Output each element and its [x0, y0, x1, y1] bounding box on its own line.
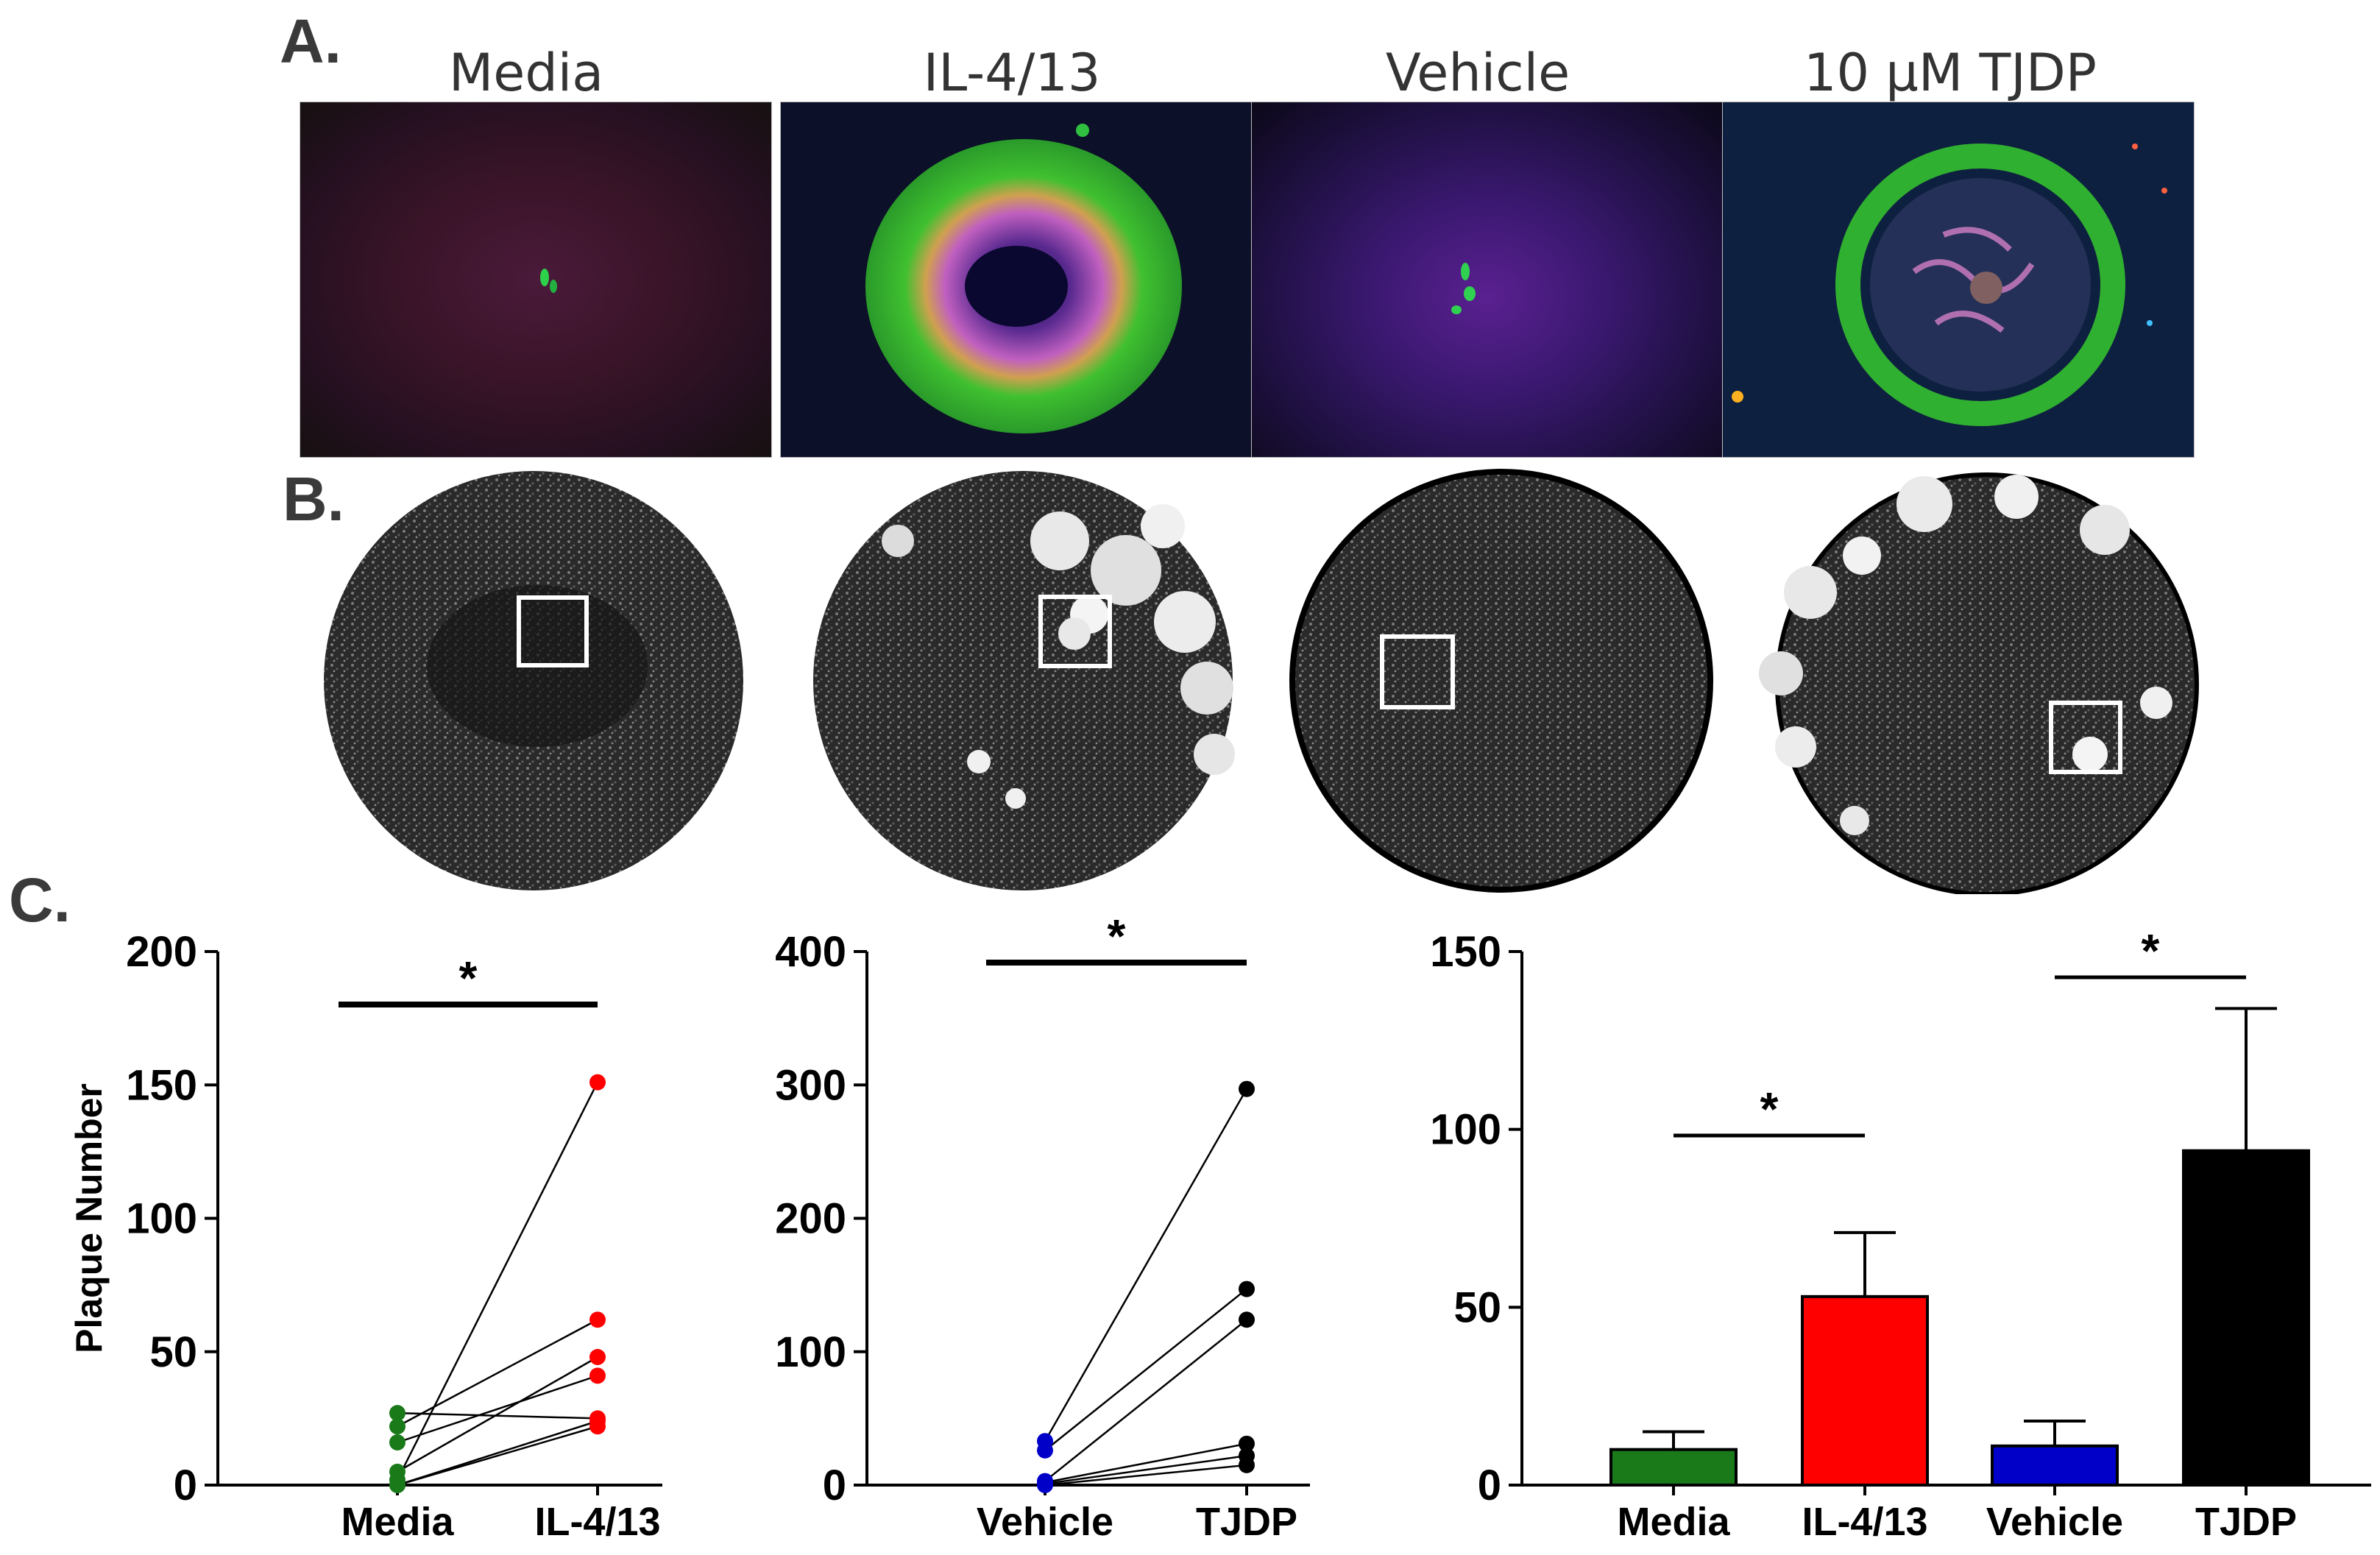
micrograph-il413: [780, 102, 1253, 458]
y-tick-label: 50: [1453, 1283, 1501, 1331]
y-tick-label: 100: [1430, 1106, 1501, 1154]
bar-vehicle: [1991, 1444, 2119, 1487]
significance-star: *: [1108, 910, 1126, 963]
well-il413: [813, 471, 1235, 890]
y-tick-label: 100: [126, 1195, 197, 1243]
well-images: [324, 469, 2199, 894]
data-point-vehicle: [1037, 1442, 1053, 1459]
x-tick-label: TJDP: [2195, 1500, 2297, 1544]
data-point-tjdp: [1239, 1080, 1255, 1097]
pair-line: [1044, 1319, 1247, 1482]
condition-title-media: Media: [448, 43, 604, 103]
y-tick-label: 50: [149, 1328, 197, 1376]
pair-line: [1044, 1442, 1247, 1484]
data-point-media: [389, 1434, 405, 1450]
panel-label-b: B.: [283, 464, 344, 534]
panel-label-a: A.: [280, 7, 341, 76]
data-point-tjdp: [1239, 1435, 1255, 1452]
well-tjdp: [1759, 472, 2199, 894]
y-tick-label: 0: [1478, 1462, 1501, 1509]
well-media: [324, 471, 743, 890]
data-point-il413: [589, 1418, 606, 1435]
well-vehicle: [1289, 469, 1713, 893]
x-tick-label: Media: [1617, 1500, 1730, 1544]
y-axis-label: Plaque Number: [68, 1083, 110, 1353]
plaque-charts: 0 50 100 150 200 Media IL-4/13 Plaque Number * 0 1…: [68, 910, 2371, 1544]
pair-line: [1044, 1288, 1247, 1451]
condition-title-vehicle: Vehicle: [1385, 43, 1570, 103]
data-point-tjdp: [1239, 1281, 1255, 1297]
micrograph-tjdp: [1722, 102, 2195, 458]
x-tick-label: Vehicle: [977, 1500, 1113, 1544]
pair-line: [397, 1319, 598, 1428]
pair-line: [397, 1356, 598, 1473]
pair-line: [1044, 1464, 1247, 1487]
data-point-tjdp: [1239, 1456, 1255, 1473]
pair-line: [397, 1375, 598, 1444]
data-point-il413: [589, 1367, 606, 1384]
data-point-vehicle: [1037, 1477, 1053, 1493]
x-tick-label: IL-4/13: [534, 1500, 660, 1544]
x-tick-label: IL-4/13: [1802, 1500, 1927, 1544]
data-point-il413: [589, 1349, 606, 1365]
data-point-tjdp: [1239, 1311, 1255, 1328]
significance-star: *: [459, 952, 478, 1005]
data-point-media: [389, 1405, 405, 1422]
pair-line: [1044, 1454, 1247, 1485]
data-point-il413: [589, 1074, 606, 1091]
data-point-media: [389, 1477, 405, 1493]
y-tick-label: 0: [174, 1462, 197, 1509]
y-tick-label: 150: [126, 1061, 197, 1109]
significance-star: *: [2142, 924, 2160, 977]
x-tick-label: Vehicle: [1986, 1500, 2123, 1544]
data-point-il413: [589, 1311, 606, 1328]
pair-line: [396, 1082, 599, 1481]
x-tick-label: Media: [341, 1500, 454, 1544]
condition-title-il413: IL-4/13: [923, 43, 1101, 103]
micrograph-vehicle: [1251, 102, 1724, 458]
y-tick-label: 200: [775, 1195, 846, 1243]
x-tick-label: TJDP: [1196, 1500, 1297, 1544]
y-tick-label: 300: [775, 1061, 846, 1109]
pair-line: [397, 1425, 598, 1487]
y-tick-label: 150: [1430, 928, 1501, 976]
bar-il413: [1801, 1294, 1929, 1487]
significance-star: *: [1760, 1083, 1779, 1136]
y-tick-label: 100: [775, 1328, 846, 1376]
y-tick-label: 0: [823, 1462, 846, 1509]
condition-title-tjdp: 10 μM TJDP: [1803, 43, 2097, 103]
y-tick-label: 200: [126, 928, 197, 976]
micrograph-media: [300, 102, 772, 458]
bar-media: [1609, 1448, 1738, 1487]
panel-label-c: C.: [9, 865, 71, 935]
pair-line: [1044, 1088, 1248, 1442]
y-tick-label: 400: [775, 928, 846, 976]
bar-tjdp: [2182, 1149, 2310, 1487]
data-point-media: [389, 1418, 405, 1435]
